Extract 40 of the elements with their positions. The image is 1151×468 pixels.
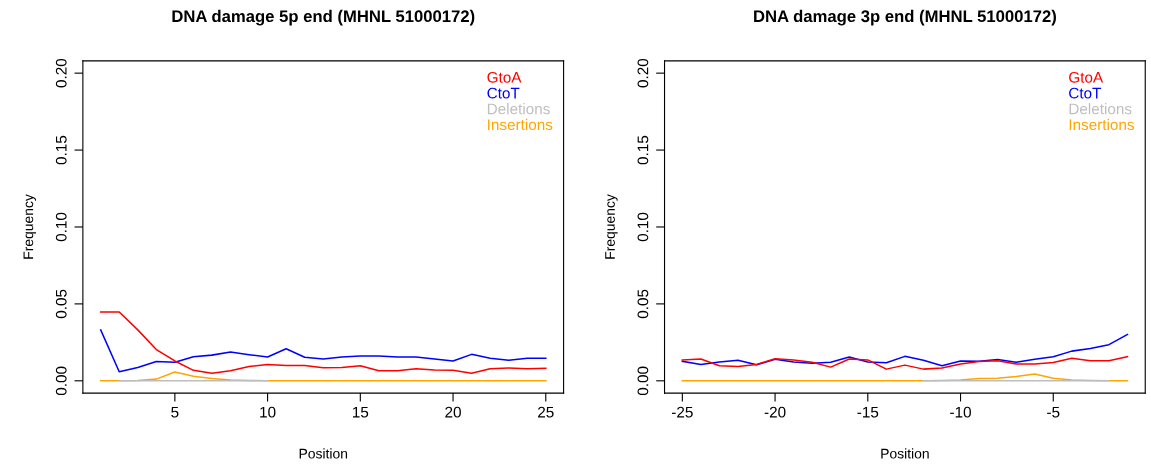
y-axis-title: Frequency — [605, 194, 618, 259]
y-tick-label: 0.15 — [55, 135, 67, 165]
line-series — [99, 371, 547, 382]
x-tick-label: -10 — [950, 406, 971, 418]
line-series — [681, 333, 1129, 367]
x-tick-label: 10 — [260, 406, 276, 418]
y-tick-label: 0.15 — [637, 135, 649, 165]
x-tick-label: 15 — [352, 406, 369, 418]
y-tick-label: 0.05 — [637, 289, 649, 319]
text: Insertions — [1069, 118, 1134, 131]
x-axis-title: Position — [881, 448, 929, 459]
y-tick-label: 0.20 — [55, 58, 67, 88]
chart-title: DNA damage 5p end (MHNL 51000172) — [172, 9, 475, 26]
line-series — [99, 311, 547, 375]
x-tick-label: 5 — [171, 406, 179, 418]
y-tick-label: 0.20 — [637, 58, 649, 88]
y-axis-title: Frequency — [23, 194, 36, 259]
text: CtoT — [1069, 87, 1102, 99]
text: GtoA — [487, 71, 522, 83]
chart-title: DNA damage 3p end (MHNL 51000172) — [754, 9, 1056, 26]
y-tick-label: 0.10 — [55, 212, 67, 242]
line-series — [681, 373, 1129, 382]
x-tick-label: 25 — [538, 406, 554, 418]
y-tick-label: 0.00 — [637, 366, 649, 396]
text: CtoT — [487, 87, 520, 99]
text: Insertions — [488, 118, 553, 131]
x-tick-label: -15 — [857, 406, 879, 418]
y-tick-label: 0.00 — [55, 366, 67, 396]
x-axis-title: Position — [299, 448, 348, 459]
text: GtoA — [1069, 71, 1104, 83]
text: Deletions — [487, 103, 550, 115]
x-tick-label: -25 — [671, 406, 693, 418]
y-tick-label: 0.05 — [55, 289, 67, 319]
y-tick-label: 0.10 — [637, 212, 649, 242]
line-series — [681, 355, 1129, 370]
text: Deletions — [1069, 103, 1132, 115]
x-tick-label: 20 — [445, 406, 461, 418]
line-series — [99, 329, 547, 373]
x-tick-label: -5 — [1047, 406, 1060, 418]
x-tick-label: -20 — [764, 406, 786, 418]
